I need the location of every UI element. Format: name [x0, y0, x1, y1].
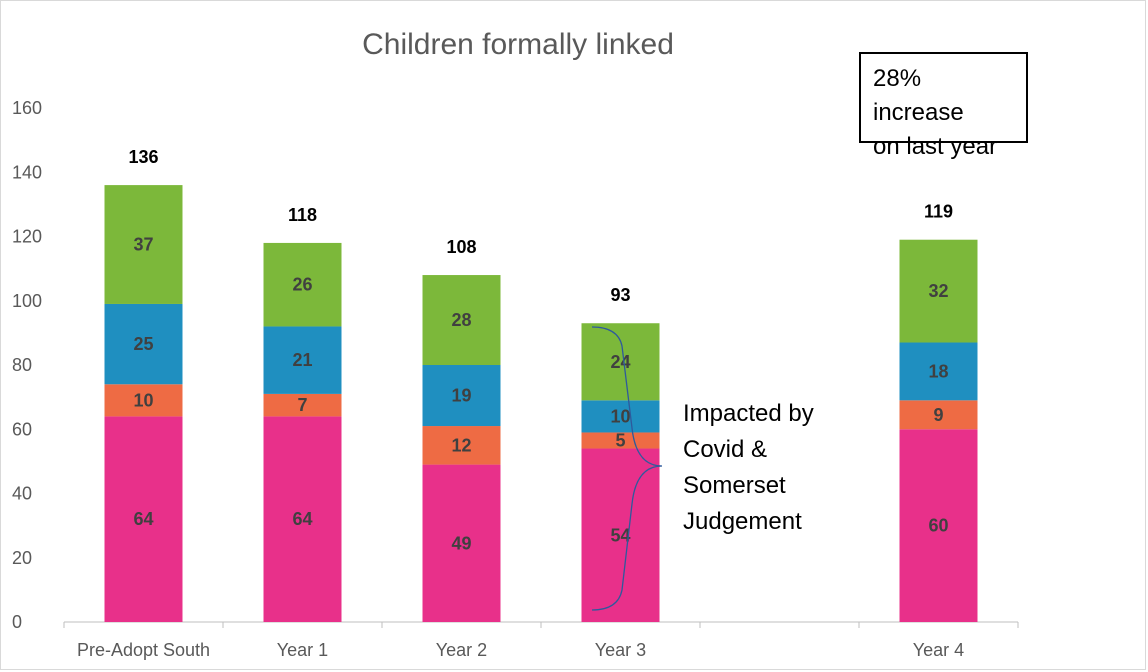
- bar-segment: [263, 416, 342, 622]
- bar-segment: [581, 432, 660, 449]
- segment-value-label: 32: [928, 281, 948, 301]
- y-tick-label: 20: [12, 548, 32, 568]
- y-tick-label: 0: [12, 612, 22, 632]
- total-value-label: 136: [128, 147, 158, 167]
- bar-segment: [422, 275, 501, 365]
- total-value-label: 108: [446, 237, 476, 257]
- x-tick-label: Year 1: [277, 640, 328, 660]
- bar-segment: [581, 400, 660, 433]
- y-tick-label: 120: [12, 227, 42, 247]
- bar-segment: [104, 384, 183, 417]
- y-tick-label: 160: [12, 98, 42, 118]
- bar-segment: [899, 239, 978, 343]
- segment-value-label: 10: [610, 406, 630, 426]
- bar-segment: [263, 326, 342, 394]
- bar-segment: [899, 429, 978, 622]
- bar-segment: [104, 185, 183, 304]
- impact-note-line: Somerset: [683, 472, 786, 499]
- segment-value-label: 9: [933, 405, 943, 425]
- segment-value-label: 49: [451, 533, 471, 553]
- increase-note-line: on last year: [873, 133, 998, 160]
- bar-segment: [263, 242, 342, 327]
- bar-segment: [263, 393, 342, 417]
- increase-note-line: 28% increase: [873, 65, 964, 126]
- impact-note-line: Covid &: [683, 436, 768, 463]
- increase-note-box: 28% increase on last year: [859, 52, 1028, 160]
- x-tick-label: Year 2: [436, 640, 487, 660]
- total-value-label: 119: [924, 202, 953, 222]
- x-tick-label: Year 4: [913, 640, 964, 660]
- impact-note-line: Impacted by: [683, 400, 814, 427]
- segment-value-label: 18: [928, 361, 948, 381]
- segment-value-label: 19: [451, 386, 471, 406]
- segment-value-label: 5: [615, 430, 625, 450]
- segment-value-label: 25: [133, 334, 153, 354]
- segment-value-label: 21: [292, 350, 312, 370]
- label-layer: 64 10 25 37 136 64 7 21 26 118 49 12 19 28 108 54 5 10 24 9…: [128, 147, 953, 553]
- total-value-label: 118: [288, 205, 317, 225]
- bar-segment: [581, 323, 660, 401]
- segment-value-label: 10: [133, 390, 153, 410]
- y-tick-label: 40: [12, 484, 32, 504]
- bar-segment: [899, 342, 978, 401]
- bar-segment: [104, 303, 183, 385]
- y-tick-label: 60: [12, 419, 32, 439]
- segment-value-label: 12: [451, 435, 471, 455]
- x-tick-label: Year 3: [595, 640, 646, 660]
- segment-value-label: 64: [292, 509, 312, 529]
- bar-segment: [104, 416, 183, 622]
- y-tick-label: 100: [12, 291, 42, 311]
- segment-value-label: 37: [133, 235, 153, 255]
- y-tick-label: 80: [12, 355, 32, 375]
- bar-segment: [422, 365, 501, 427]
- impact-note: Impacted by Covid & Somerset Judgement: [683, 396, 863, 540]
- segment-value-label: 54: [610, 525, 630, 545]
- bar-layer: [104, 185, 978, 622]
- segment-value-label: 7: [297, 395, 307, 415]
- segment-value-label: 28: [451, 310, 471, 330]
- segment-value-label: 60: [928, 516, 948, 536]
- axis-layer: 0 20 40 60 80 100 120 140 160 Pre-Adopt South Year…: [12, 98, 1019, 660]
- bar-segment: [422, 426, 501, 465]
- impact-note-line: Judgement: [683, 508, 802, 535]
- impact-brace: [591, 326, 663, 611]
- chart-title: Children formally linked: [362, 28, 674, 61]
- y-tick-label: 140: [12, 162, 42, 182]
- segment-value-label: 64: [133, 509, 153, 529]
- total-value-label: 93: [610, 285, 630, 305]
- bar-segment: [422, 464, 501, 622]
- bar-segment: [899, 400, 978, 430]
- x-tick-label: Pre-Adopt South: [77, 640, 210, 660]
- bar-segment: [581, 448, 660, 622]
- segment-value-label: 26: [292, 275, 312, 295]
- segment-value-label: 24: [610, 352, 630, 372]
